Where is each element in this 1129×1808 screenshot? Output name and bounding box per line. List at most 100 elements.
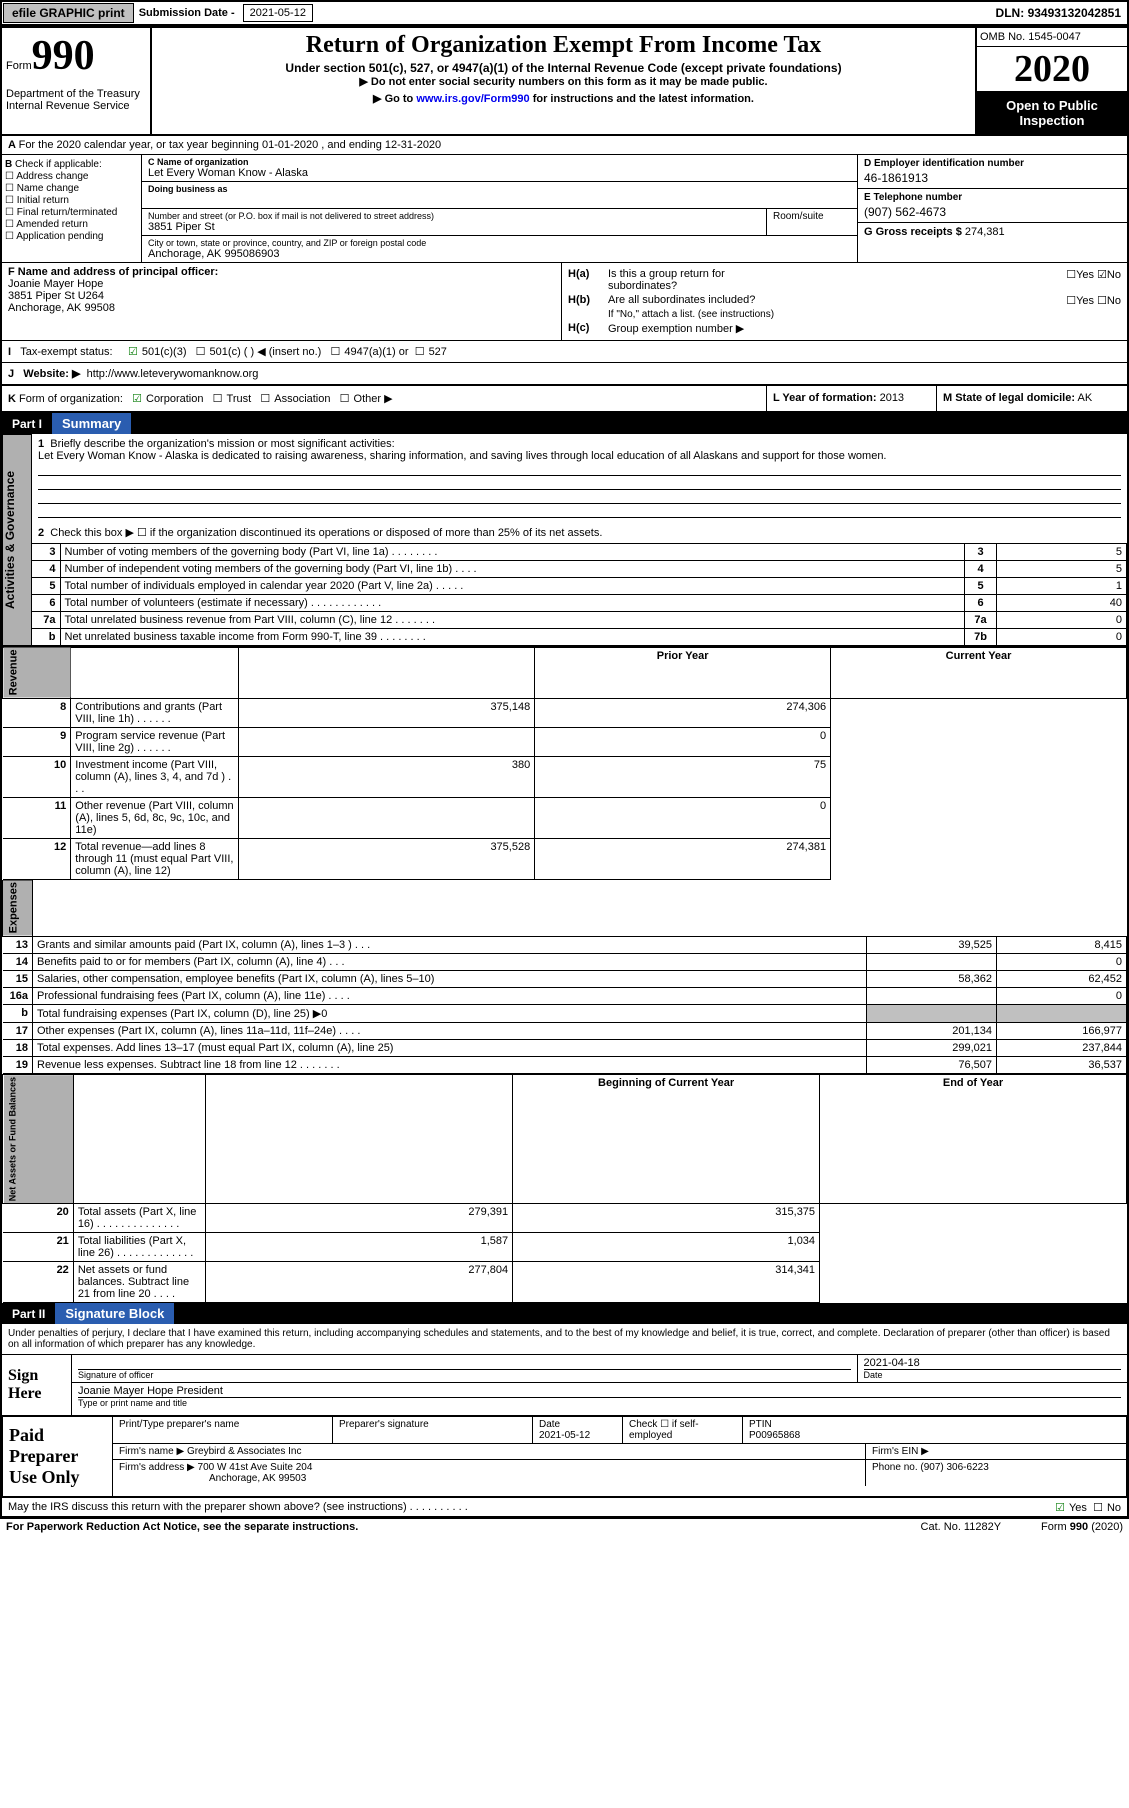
- city-state-zip: Anchorage, AK 995086903: [148, 248, 851, 260]
- form-ref: Form 990 (2020): [1041, 1521, 1123, 1533]
- mission-text: Let Every Woman Know - Alaska is dedicat…: [38, 450, 1121, 462]
- city-box: City or town, state or province, country…: [142, 236, 857, 262]
- table-row: 15 Salaries, other compensation, employe…: [3, 971, 1127, 988]
- tax-year: 2020: [977, 47, 1127, 92]
- gross-receipts-box: G Gross receipts $ 274,381: [858, 223, 1127, 241]
- line2-discontinued: 2 Check this box ▶ ☐ if the organization…: [32, 522, 1127, 543]
- chk-501c[interactable]: [196, 345, 210, 358]
- officer-signature[interactable]: Signature of officer: [72, 1355, 858, 1382]
- chk-amended-return[interactable]: Amended return: [5, 219, 138, 230]
- label-net-assets: Net Assets or Fund Balances: [3, 1075, 74, 1204]
- table-row: 14 Benefits paid to or for members (Part…: [3, 954, 1127, 971]
- form-identifier: Form990 Department of the Treasury Inter…: [2, 28, 152, 134]
- website-row: J Website: ▶ http://www.leteverywomankno…: [2, 363, 1127, 386]
- form-frame: Form990 Department of the Treasury Inter…: [0, 26, 1129, 1518]
- sign-here-label: Sign Here: [2, 1355, 72, 1415]
- table-row: 13 Grants and similar amounts paid (Part…: [3, 937, 1127, 954]
- chk-association[interactable]: [260, 393, 274, 405]
- org-name-box: C Name of organization Let Every Woman K…: [142, 155, 857, 182]
- telephone-box: E Telephone number (907) 562-4673: [858, 189, 1127, 223]
- table-row: 12 Total revenue—add lines 8 through 11 …: [3, 838, 1127, 879]
- mission-box: 1 Briefly describe the organization's mi…: [32, 434, 1127, 522]
- self-employed-check[interactable]: Check ☐ if self-employed: [623, 1417, 743, 1443]
- footer: For Paperwork Reduction Act Notice, see …: [0, 1518, 1129, 1535]
- officer-addr1: 3851 Piper St U264: [8, 290, 555, 302]
- chk-application-pending[interactable]: Application pending: [5, 231, 138, 242]
- officer-printed-name: Joanie Mayer Hope PresidentType or print…: [72, 1383, 1127, 1410]
- chk-other[interactable]: [340, 393, 354, 405]
- gross-receipts-value: 274,381: [965, 226, 1005, 238]
- table-row: 5Total number of individuals employed in…: [32, 578, 1127, 595]
- table-row: 10 Investment income (Part VIII, column …: [3, 756, 1127, 797]
- ptin-field: PTINP00965868: [743, 1417, 1126, 1443]
- top-right-block: OMB No. 1545-0047 2020 Open to Public In…: [977, 28, 1127, 134]
- signature-declaration: Under penalties of perjury, I declare th…: [2, 1324, 1127, 1355]
- chk-initial-return[interactable]: Initial return: [5, 195, 138, 206]
- preparer-name-field[interactable]: Print/Type preparer's name: [113, 1417, 333, 1443]
- tax-exempt-row: I Tax-exempt status: 501(c)(3) 501(c) ( …: [2, 341, 1127, 363]
- form-of-org: K Form of organization: Corporation Trus…: [2, 386, 767, 411]
- dln: DLN: 93493132042851: [996, 6, 1127, 20]
- table-row: 18 Total expenses. Add lines 13–17 (must…: [3, 1040, 1127, 1057]
- ein-box: D Employer identification number 46-1861…: [858, 155, 1127, 189]
- chk-address-change[interactable]: Address change: [5, 171, 138, 182]
- submission-label: Submission Date -: [135, 7, 239, 19]
- year-formation: L Year of formation: 2013: [767, 386, 937, 411]
- table-row: 16a Professional fundraising fees (Part …: [3, 988, 1127, 1005]
- hdr-beginning: Beginning of Current Year: [513, 1075, 820, 1204]
- discuss-no[interactable]: [1093, 1502, 1107, 1514]
- street-box: Number and street (or P.O. box if mail i…: [142, 209, 767, 235]
- instructions-line: Go to www.irs.gov/Form990 for instructio…: [158, 92, 969, 105]
- chk-trust[interactable]: [213, 393, 227, 405]
- table-row: 3Number of voting members of the governi…: [32, 544, 1127, 561]
- efile-button[interactable]: efile GRAPHIC print: [3, 3, 134, 23]
- dept-treasury: Department of the Treasury Internal Reve…: [6, 88, 146, 112]
- officer-addr2: Anchorage, AK 99508: [8, 302, 555, 314]
- room-suite: Room/suite: [767, 209, 857, 235]
- hdr-current-year: Current Year: [831, 647, 1127, 698]
- discuss-yes[interactable]: [1055, 1502, 1069, 1514]
- form-title-block: Return of Organization Exempt From Incom…: [152, 28, 977, 134]
- chk-corporation[interactable]: [132, 393, 146, 405]
- irs-link[interactable]: www.irs.gov/Form990: [416, 93, 529, 105]
- firm-name: Firm's name ▶ Greybird & Associates Inc: [113, 1444, 866, 1459]
- table-row: 7aTotal unrelated business revenue from …: [32, 612, 1127, 629]
- dba-box: Doing business as: [142, 182, 857, 209]
- omb-number: OMB No. 1545-0047: [977, 28, 1127, 47]
- chk-name-change[interactable]: Name change: [5, 183, 138, 194]
- table-row: 8 Contributions and grants (Part VIII, l…: [3, 698, 1127, 727]
- open-inspection: Open to Public Inspection: [977, 92, 1127, 134]
- part1-header: Part I Summary: [2, 413, 1127, 434]
- ssn-warning: Do not enter social security numbers on …: [158, 75, 969, 88]
- submission-date: 2021-05-12: [243, 4, 313, 22]
- chk-527[interactable]: [415, 345, 429, 358]
- chk-final-return[interactable]: Final return/terminated: [5, 207, 138, 218]
- paperwork-notice: For Paperwork Reduction Act Notice, see …: [6, 1521, 358, 1533]
- label-activities: Activities & Governance: [2, 434, 32, 646]
- table-row: 22 Net assets or fund balances. Subtract…: [3, 1262, 1127, 1303]
- signature-date: 2021-04-18Date: [858, 1355, 1128, 1382]
- firm-address: Firm's address ▶ 700 W 41st Ave Suite 20…: [113, 1460, 866, 1486]
- chk-4947[interactable]: [330, 345, 344, 358]
- table-row: 17 Other expenses (Part IX, column (A), …: [3, 1023, 1127, 1040]
- hdr-prior-year: Prior Year: [535, 647, 831, 698]
- telephone-value: (907) 562-4673: [864, 205, 1121, 219]
- paid-preparer-label: Paid Preparer Use Only: [3, 1417, 113, 1496]
- table-row: 9 Program service revenue (Part VIII, li…: [3, 727, 1127, 756]
- form-subtitle: Under section 501(c), 527, or 4947(a)(1)…: [158, 61, 969, 75]
- form-title: Return of Organization Exempt From Incom…: [158, 32, 969, 59]
- table-row: 19 Revenue less expenses. Subtract line …: [3, 1057, 1127, 1074]
- ein-value: 46-1861913: [864, 171, 1121, 185]
- preparer-date: Date2021-05-12: [533, 1417, 623, 1443]
- cat-no: Cat. No. 11282Y: [921, 1521, 1002, 1533]
- table-row: bNet unrelated business taxable income f…: [32, 629, 1127, 646]
- section-b-checkboxes: B Check if applicable: Address change Na…: [2, 155, 142, 262]
- label-expenses: Expenses: [3, 880, 33, 936]
- preparer-signature-field[interactable]: Preparer's signature: [333, 1417, 533, 1443]
- table-row: 11 Other revenue (Part VIII, column (A),…: [3, 797, 1127, 838]
- chk-501c3[interactable]: [128, 345, 142, 358]
- table-row: 20 Total assets (Part X, line 16) . . . …: [3, 1204, 1127, 1233]
- part2-header: Part II Signature Block: [2, 1303, 1127, 1324]
- officer-name: Joanie Mayer Hope: [8, 278, 555, 290]
- table-row: 4Number of independent voting members of…: [32, 561, 1127, 578]
